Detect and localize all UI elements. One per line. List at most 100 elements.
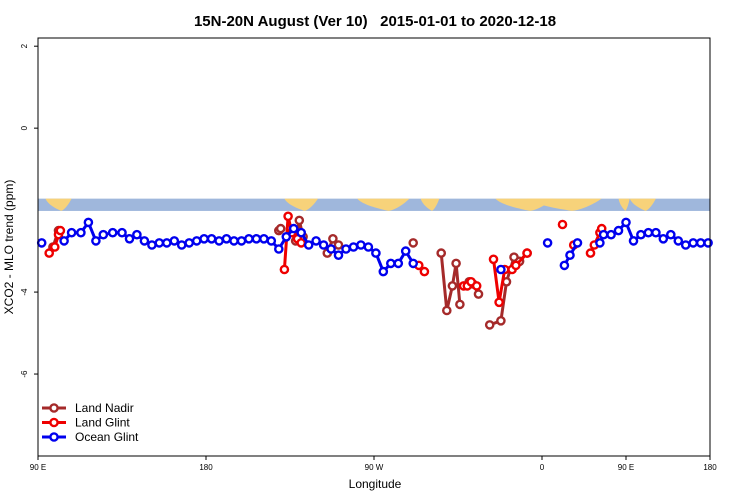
y-tick-label: -6 [20,370,29,378]
data-point [385,258,396,269]
data-point [132,229,142,240]
land-area-7 [629,198,656,211]
x-tick-label: 180 [703,463,717,472]
data-point [341,244,351,254]
legend-label: Land Glint [75,416,130,430]
data-point [441,305,452,316]
data-point [251,233,262,244]
y-tick-label: -4 [20,288,29,296]
data-point [680,240,691,250]
data-point [161,238,172,248]
data-point [595,238,605,248]
land-area-0 [45,198,72,211]
data-point [542,238,553,248]
data-point [557,219,568,230]
data-point [494,297,504,308]
data-point [59,236,69,246]
legend-marker [49,432,59,442]
land-area-1 [284,198,318,211]
data-point [117,227,127,238]
land-ocean-strip [38,198,710,211]
data-point [259,233,269,244]
data-point [296,227,307,238]
data-point [191,236,202,246]
data-point [244,233,254,244]
legend-label: Land Nadir [75,401,134,415]
land-area-3 [420,198,440,211]
data-point [50,242,60,252]
data-point [522,248,532,258]
data-point [658,233,669,244]
data-point [488,254,499,265]
data-point [229,236,239,246]
data-point [348,242,359,252]
data-point [471,281,482,291]
series-layer [36,211,713,330]
data-point [371,248,381,258]
data-point [44,248,55,258]
y-axis-label: XCO2 - MLO trend (ppm) [2,180,16,315]
data-point [695,238,706,248]
data-point [199,233,209,244]
data-point [572,238,583,248]
plot-frame [37,37,711,457]
data-point [628,236,639,246]
data-point [565,250,575,260]
data-point [221,233,232,244]
x-axis: 90 E 180 90 W 0 90 E 180 [30,456,717,472]
data-point [318,240,329,250]
data-point [66,227,77,238]
data-point [436,248,447,258]
data-point [288,223,299,234]
data-point [139,236,150,246]
data-point [76,227,86,238]
data-point [673,236,684,246]
data-point [176,240,187,250]
series-ocean-glint [36,217,713,277]
data-point [281,231,292,242]
data-point [147,240,157,250]
x-tick-label: 0 [540,463,545,472]
y-tick-label: 2 [20,43,29,48]
data-point [496,315,506,326]
data-point [621,217,631,228]
data-point [333,250,344,260]
land-area-5 [527,198,602,211]
data-point [643,227,654,238]
data-point [326,244,336,254]
data-point [275,223,286,234]
data-point [311,236,321,246]
data-point [511,260,521,271]
y-axis: 2 0 -4 -6 [20,43,38,378]
data-point [363,242,374,252]
data-point [666,229,676,240]
data-point [98,229,109,240]
data-point [296,238,307,248]
series-land-glint [44,211,607,308]
data-point [279,264,290,275]
data-point [328,233,338,244]
data-point [303,240,314,250]
data-point [184,238,194,248]
data-point [447,281,458,291]
legend-marker [49,403,59,413]
data-point [473,289,484,299]
land-area-2 [357,198,410,211]
data-point [419,266,430,277]
data-point [36,238,47,248]
data-point [455,299,465,310]
data-point [408,258,419,269]
data-point [283,211,293,222]
legend-label: Ocean Glint [75,430,139,444]
data-point [273,244,284,254]
data-point [496,264,506,275]
data-point [333,240,344,250]
data-point [598,229,609,240]
data-point [636,229,646,240]
land-area-6 [618,198,630,211]
data-point [585,248,596,258]
data-point [83,217,94,228]
data-point [169,236,180,246]
series-line-1-4 [492,252,529,304]
